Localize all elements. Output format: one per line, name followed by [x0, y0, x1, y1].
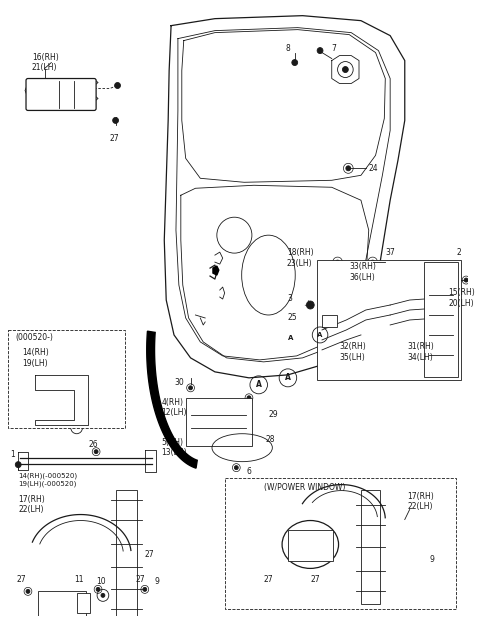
Circle shape	[101, 594, 105, 597]
Circle shape	[247, 395, 251, 400]
Text: 17(RH)
22(LH): 17(RH) 22(LH)	[18, 495, 45, 514]
Circle shape	[41, 91, 48, 99]
Text: 29: 29	[268, 410, 278, 420]
Text: 25: 25	[288, 313, 298, 323]
Circle shape	[346, 166, 351, 171]
FancyBboxPatch shape	[26, 78, 96, 110]
Text: 27: 27	[311, 575, 320, 584]
Text: 17(RH)
22(LH): 17(RH) 22(LH)	[408, 492, 434, 511]
Text: A: A	[285, 373, 291, 383]
Bar	[322, 315, 336, 327]
Text: 16(RH)
21(LH): 16(RH) 21(LH)	[32, 53, 59, 72]
Circle shape	[49, 603, 55, 610]
Circle shape	[306, 544, 314, 552]
Text: 5(RH)
13(LH): 5(RH) 13(LH)	[161, 438, 187, 457]
Bar	[38, 591, 86, 617]
Text: 7: 7	[332, 44, 336, 53]
FancyBboxPatch shape	[9, 330, 125, 428]
Text: (000520-): (000520-)	[15, 333, 53, 342]
Text: 31(RH)
34(LH): 31(RH) 34(LH)	[408, 342, 434, 362]
Text: 27: 27	[135, 575, 144, 584]
Text: 33(RH)
36(LH): 33(RH) 36(LH)	[349, 262, 376, 282]
FancyBboxPatch shape	[225, 478, 456, 610]
Bar	[361, 490, 381, 604]
Bar	[424, 262, 458, 377]
Text: 4(RH)
12(LH): 4(RH) 12(LH)	[161, 398, 187, 418]
Circle shape	[464, 278, 468, 282]
Text: 14(RH)
19(LH): 14(RH) 19(LH)	[22, 348, 49, 368]
Circle shape	[189, 386, 192, 390]
Circle shape	[427, 568, 431, 571]
Bar	[186, 398, 252, 445]
Polygon shape	[213, 266, 219, 275]
Text: 10: 10	[96, 577, 106, 586]
Text: 32(RH)
35(LH): 32(RH) 35(LH)	[339, 342, 366, 362]
Text: 27: 27	[145, 550, 155, 559]
Text: 27: 27	[110, 134, 120, 143]
Text: 26: 26	[88, 440, 98, 449]
Text: 27: 27	[16, 575, 26, 584]
Circle shape	[15, 462, 21, 468]
Circle shape	[371, 260, 374, 264]
Polygon shape	[147, 331, 197, 468]
Circle shape	[80, 91, 87, 99]
Text: (W/POWER WINDOW): (W/POWER WINDOW)	[264, 483, 345, 492]
Bar	[317, 260, 461, 380]
Bar	[116, 490, 137, 617]
Text: 9: 9	[429, 555, 434, 564]
Text: 3: 3	[287, 294, 292, 302]
Circle shape	[26, 589, 30, 594]
Bar	[288, 529, 333, 561]
Circle shape	[234, 466, 238, 470]
Text: 6: 6	[246, 467, 251, 476]
Text: A: A	[288, 335, 293, 341]
Circle shape	[317, 48, 323, 54]
Text: 9: 9	[155, 577, 159, 586]
Text: 30: 30	[174, 378, 184, 387]
Circle shape	[366, 594, 375, 604]
Circle shape	[271, 587, 275, 591]
Text: A: A	[256, 380, 262, 389]
Text: 24: 24	[369, 164, 378, 173]
Circle shape	[71, 603, 77, 610]
Text: 15(RH)
20(LH): 15(RH) 20(LH)	[449, 288, 475, 308]
Circle shape	[315, 587, 319, 591]
Circle shape	[123, 587, 127, 591]
Text: 18(RH)
23(LH): 18(RH) 23(LH)	[287, 249, 313, 268]
Circle shape	[342, 67, 348, 73]
Text: 2: 2	[456, 247, 461, 257]
Text: 8: 8	[286, 44, 291, 53]
Circle shape	[292, 60, 298, 65]
Circle shape	[366, 495, 375, 505]
Circle shape	[94, 450, 98, 453]
Circle shape	[96, 587, 100, 591]
Circle shape	[336, 260, 339, 264]
Circle shape	[115, 83, 120, 88]
Bar	[77, 594, 90, 613]
Text: 1: 1	[11, 450, 15, 459]
Text: 27: 27	[264, 575, 273, 584]
Circle shape	[143, 587, 147, 591]
Text: A: A	[317, 332, 323, 338]
Text: 11: 11	[75, 575, 84, 584]
Circle shape	[121, 495, 131, 505]
Text: 37: 37	[385, 247, 395, 257]
Circle shape	[306, 301, 314, 309]
Circle shape	[113, 117, 119, 123]
Text: 14(RH)(-000520)
19(LH)(-000520): 14(RH)(-000520) 19(LH)(-000520)	[18, 473, 77, 487]
Text: 28: 28	[265, 435, 275, 444]
